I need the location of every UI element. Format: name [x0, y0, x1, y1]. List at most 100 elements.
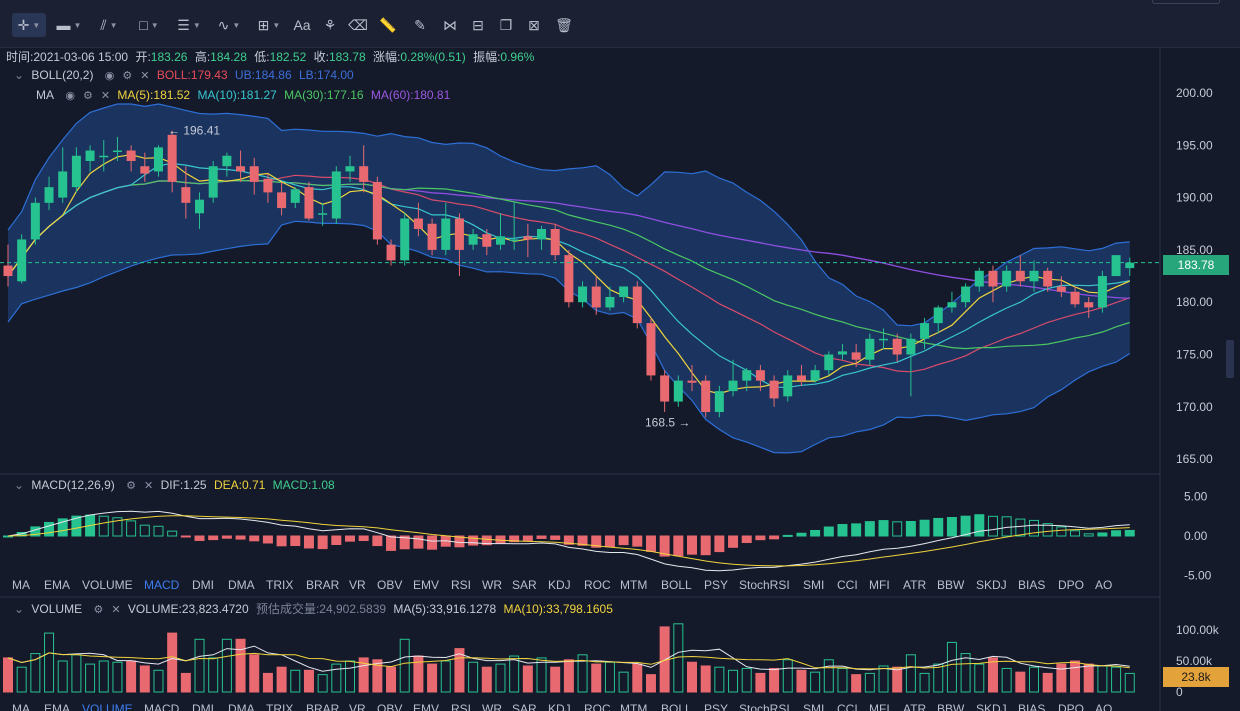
eraser-icon-glyph: ⌫	[348, 16, 368, 33]
close-icon[interactable]: ✕	[140, 70, 150, 82]
fib-lines-icon[interactable]: ☰ ▼	[172, 13, 206, 37]
indicator-tab-vr[interactable]: VR	[349, 578, 366, 592]
magnet-icon[interactable]: ⚘	[318, 13, 342, 37]
indicator-tab-mtm[interactable]: MTM	[620, 578, 648, 592]
eye-icon[interactable]: ◉	[65, 90, 75, 102]
indicator-tab-sar[interactable]: SAR	[512, 702, 537, 711]
indicator-tab-dmi[interactable]: DMI	[192, 578, 214, 592]
indicator-tab-kdj[interactable]: KDJ	[548, 702, 571, 711]
close-icon[interactable]: ✕	[111, 604, 121, 616]
indicator-tab-roc[interactable]: ROC	[584, 578, 611, 592]
indicator-tab-boll[interactable]: BOLL	[661, 578, 692, 592]
indicator-tab-trix[interactable]: TRIX	[266, 578, 294, 592]
indicator-tab-volume[interactable]: VOLUME	[82, 578, 133, 592]
indicator-tab-boll[interactable]: BOLL	[661, 702, 692, 711]
indicator-tab-psy[interactable]: PSY	[704, 578, 729, 592]
settings-icon[interactable]: ⚙	[82, 90, 93, 102]
snap-icon[interactable]: ⋈	[438, 13, 462, 37]
indicator-tab-skdj[interactable]: SKDJ	[976, 702, 1007, 711]
close-icon[interactable]: ✕	[144, 480, 154, 492]
indicator-tab-bbw[interactable]: BBW	[937, 702, 965, 711]
indicator-tab-ema[interactable]: EMA	[44, 702, 71, 711]
indicator-tab-brar[interactable]: BRAR	[306, 702, 340, 711]
indicator-tab-trix[interactable]: TRIX	[266, 702, 294, 711]
indicator-tab-rsi[interactable]: RSI	[451, 702, 472, 711]
indicator-tab-macd[interactable]: MACD	[144, 578, 180, 592]
indicator-tab-cci[interactable]: CCI	[837, 578, 858, 592]
indicator-tab-dma[interactable]: DMA	[228, 702, 255, 711]
visibility-icon[interactable]: ⊠	[522, 13, 546, 37]
open-value: 183.26	[150, 50, 188, 64]
settings-icon[interactable]: ⚙	[122, 70, 133, 82]
macd-histogram-bar	[509, 535, 520, 543]
indicator-tab-wr[interactable]: WR	[482, 702, 502, 711]
macd-histogram-bar	[604, 535, 615, 548]
settings-icon[interactable]: ⚙	[93, 604, 104, 616]
indicator-tab-emv[interactable]: EMV	[413, 702, 440, 711]
indicator-tab-emv[interactable]: EMV	[413, 578, 440, 592]
indicator-tab-stochrsi[interactable]: StochRSI	[739, 702, 790, 711]
indicator-tab-vr[interactable]: VR	[349, 702, 366, 711]
candle-body	[1125, 262, 1135, 269]
trend-line-icon[interactable]: ⫽ ▼	[92, 13, 126, 37]
eraser-icon[interactable]: ⌫	[346, 13, 370, 37]
settings-icon[interactable]: ⚙	[126, 480, 136, 492]
indicator-tab-dma[interactable]: DMA	[228, 578, 255, 592]
indicator-tab-bias[interactable]: BIAS	[1018, 702, 1046, 711]
close-icon[interactable]: ✕	[100, 90, 111, 102]
indicator-tab-stochrsi[interactable]: StochRSI	[739, 578, 790, 592]
indicator-tab-mtm[interactable]: MTM	[620, 702, 648, 711]
indicator-tab-bias[interactable]: BIAS	[1018, 578, 1046, 592]
indicator-tab-dpo[interactable]: DPO	[1058, 702, 1085, 711]
wave-icon[interactable]: ∿ ▼	[212, 13, 246, 37]
indicator-tab-smi[interactable]: SMI	[803, 702, 825, 711]
indicator-tab-obv[interactable]: OBV	[377, 702, 403, 711]
crosshair-icon[interactable]: ✛ ▼	[12, 13, 46, 37]
text-icon[interactable]: Aa	[290, 13, 314, 37]
macd-histogram-bar	[522, 535, 533, 542]
indicator-tab-sar[interactable]: SAR	[512, 578, 537, 592]
copy-icon[interactable]: ❐	[494, 13, 518, 37]
macd-histogram-bar	[878, 520, 889, 537]
indicator-tab-brar[interactable]: BRAR	[306, 578, 340, 592]
ruler-icon[interactable]: 📏	[376, 13, 400, 37]
indicator-tab-ma[interactable]: MA	[12, 702, 30, 711]
indicator-tab-bbw[interactable]: BBW	[937, 578, 965, 592]
indicator-tab-kdj[interactable]: KDJ	[548, 578, 571, 592]
indicator-tab-mfi[interactable]: MFI	[869, 702, 890, 711]
indicator-tab-dmi[interactable]: DMI	[192, 702, 214, 711]
indicator-tab-ma[interactable]: MA	[12, 578, 30, 592]
indicator-tab-ao[interactable]: AO	[1095, 578, 1113, 592]
indicator-tab-smi[interactable]: SMI	[803, 578, 825, 592]
indicator-tab-psy[interactable]: PSY	[704, 702, 729, 711]
indicator-tab-ao[interactable]: AO	[1095, 702, 1113, 711]
trash-icon[interactable]: 🗑	[552, 13, 576, 37]
indicator-tab-atr[interactable]: ATR	[903, 702, 927, 711]
indicator-tabs-secondary: MA EMA VOLUME MACD DMI DMA TRIX BRAR VR OBV EMV RSI…	[0, 700, 1160, 711]
lock-icon[interactable]: ⊟	[466, 13, 490, 37]
indicator-tab-obv[interactable]: OBV	[377, 578, 403, 592]
indicator-tab-volume[interactable]: VOLUME	[82, 702, 133, 711]
indicator-tab-macd[interactable]: MACD	[144, 702, 180, 711]
indicator-tab-rsi[interactable]: RSI	[451, 578, 472, 592]
scroll-handle[interactable]	[1226, 340, 1234, 378]
horizontal-line-icon[interactable]: ▬ ▼	[52, 13, 86, 37]
indicator-tab-wr[interactable]: WR	[482, 578, 502, 592]
indicator-tab-roc[interactable]: ROC	[584, 702, 611, 711]
indicator-tab-atr[interactable]: ATR	[903, 578, 927, 592]
grid-measure-icon[interactable]: ⊞ ▼	[252, 13, 286, 37]
pen-icon[interactable]: ✎	[408, 13, 432, 37]
collapse-chevron-icon[interactable]: ⌄	[14, 68, 25, 82]
time-value: 2021-03-06 15:00	[33, 50, 129, 64]
indicator-tab-dpo[interactable]: DPO	[1058, 578, 1085, 592]
collapse-chevron-icon[interactable]: ⌄	[14, 478, 25, 492]
indicator-tab-cci[interactable]: CCI	[837, 702, 858, 711]
indicator-tab-ema[interactable]: EMA	[44, 578, 71, 592]
rectangle-icon[interactable]: □ ▼	[132, 13, 166, 37]
indicator-tab-skdj[interactable]: SKDJ	[976, 578, 1007, 592]
eye-icon[interactable]: ◉	[104, 70, 115, 82]
indicator-tab-mfi[interactable]: MFI	[869, 578, 890, 592]
volume-info: ⌄ VOLUME ⚙ ✕ VOLUME:23,823.4720 预估成交量:24,…	[14, 600, 617, 617]
collapse-chevron-icon[interactable]: ⌄	[14, 602, 25, 616]
